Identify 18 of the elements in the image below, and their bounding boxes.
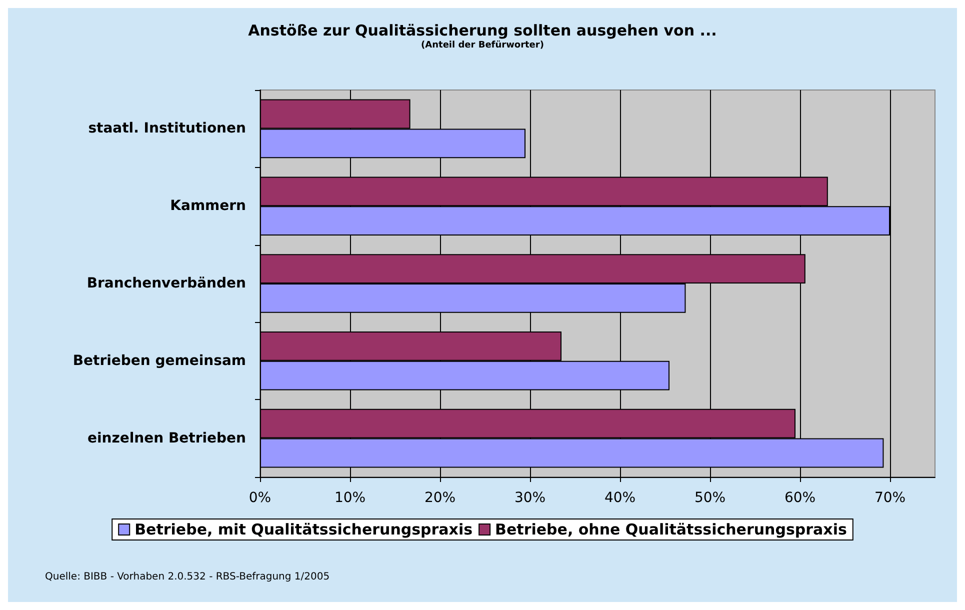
source-note: Quelle: BIBB - Vorhaben 2.0.532 - RBS-Befragung 1/2005 bbox=[45, 572, 330, 582]
y-tick-label: staatl. Institutionen bbox=[88, 120, 246, 137]
x-tick-label: 70% bbox=[874, 490, 906, 506]
chart-title: Anstöße zur Qualitässicherung sollten ausgehen von ... bbox=[248, 22, 717, 40]
y-tick-label: Kammern bbox=[170, 198, 246, 214]
chart-subtitle: (Anteil der Befürworter) bbox=[421, 40, 544, 50]
x-tick-label: 0% bbox=[248, 490, 272, 506]
y-tick-label: Branchenverbänden bbox=[86, 276, 246, 292]
x-tick-label: 10% bbox=[334, 490, 366, 506]
y-tick-label: einzelnen Betrieben bbox=[87, 430, 246, 446]
x-tick-label: 60% bbox=[784, 490, 816, 506]
legend-label: Betriebe, mit Qualitätssicherungspraxis bbox=[134, 520, 473, 538]
y-tick-label: Betrieben gemeinsam bbox=[72, 352, 246, 369]
x-tick-label: 20% bbox=[424, 490, 456, 506]
legend-label: Betriebe, ohne Qualitätssicherungspraxis bbox=[495, 520, 847, 538]
x-tick-label: 30% bbox=[514, 490, 546, 506]
x-tick-label: 40% bbox=[604, 490, 636, 506]
x-tick-label: 50% bbox=[694, 490, 726, 506]
